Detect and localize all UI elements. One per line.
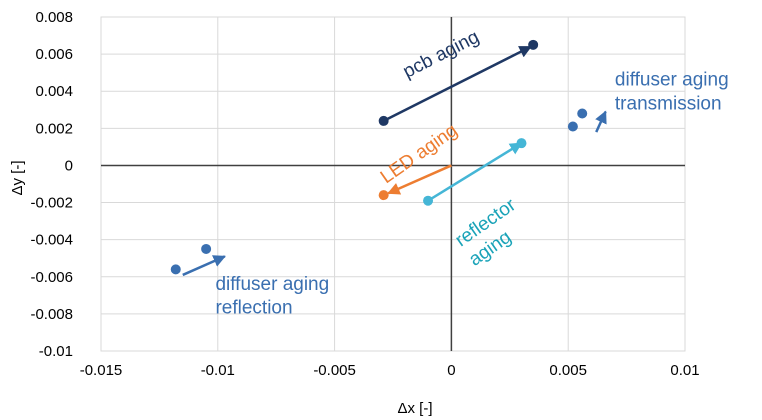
y-tick-label: 0.004 <box>35 83 73 100</box>
annotation-label: diffuser aging reflection <box>215 274 329 319</box>
x-tick-label: 0.005 <box>549 362 587 379</box>
tick-labels: -0.015 -0.01 -0.005 0 0.005 0.01 -0.01 -0.008 -0… <box>30 9 699 379</box>
annotation-line: reflection <box>215 298 292 319</box>
data-point <box>528 39 539 50</box>
y-tick-label: 0.008 <box>35 9 73 26</box>
data-point <box>423 195 434 206</box>
data-point <box>378 190 389 201</box>
y-tick-label: -0.008 <box>30 306 73 323</box>
annotation-line: diffuser aging <box>615 70 729 91</box>
arrow <box>387 164 452 195</box>
annotation-label: reflectoraging <box>452 194 534 270</box>
data-point <box>378 115 389 126</box>
arrow <box>182 255 226 277</box>
data-point <box>170 264 181 275</box>
x-tick-label: 0 <box>447 362 455 379</box>
y-tick-label: -0.004 <box>30 232 73 249</box>
arrow <box>383 45 532 123</box>
y-tick-label: 0 <box>65 157 73 174</box>
y-tick-label: 0.006 <box>35 46 73 63</box>
data-points <box>170 39 588 275</box>
y-tick-label: -0.01 <box>39 343 73 360</box>
data-point <box>201 243 212 254</box>
arrow <box>427 142 523 202</box>
data-point <box>516 138 527 149</box>
arrows <box>182 45 607 277</box>
y-tick-label: -0.006 <box>30 269 73 286</box>
data-point <box>567 121 578 132</box>
annotation-label: LED aging <box>377 120 462 188</box>
x-tick-label: -0.015 <box>80 362 123 379</box>
y-axis-label: Δy [-] <box>9 160 26 195</box>
annotation-label: pcb aging <box>400 27 483 83</box>
annotation-line: transmission <box>615 93 722 114</box>
x-tick-label: -0.01 <box>201 362 235 379</box>
annotation-label: diffuser aging transmission <box>615 70 729 115</box>
x-tick-label: -0.005 <box>313 362 356 379</box>
data-point <box>577 108 588 119</box>
annotation-line: diffuser aging <box>215 274 329 295</box>
axes <box>101 17 685 351</box>
annotation-line: pcb aging <box>400 27 483 83</box>
annotation-line: LED aging <box>377 120 462 188</box>
x-tick-label: 0.01 <box>670 362 699 379</box>
y-tick-label: 0.002 <box>35 120 73 137</box>
x-axis-label: Δx [-] <box>397 400 432 417</box>
arrow <box>595 110 607 133</box>
y-tick-label: -0.002 <box>30 195 73 212</box>
